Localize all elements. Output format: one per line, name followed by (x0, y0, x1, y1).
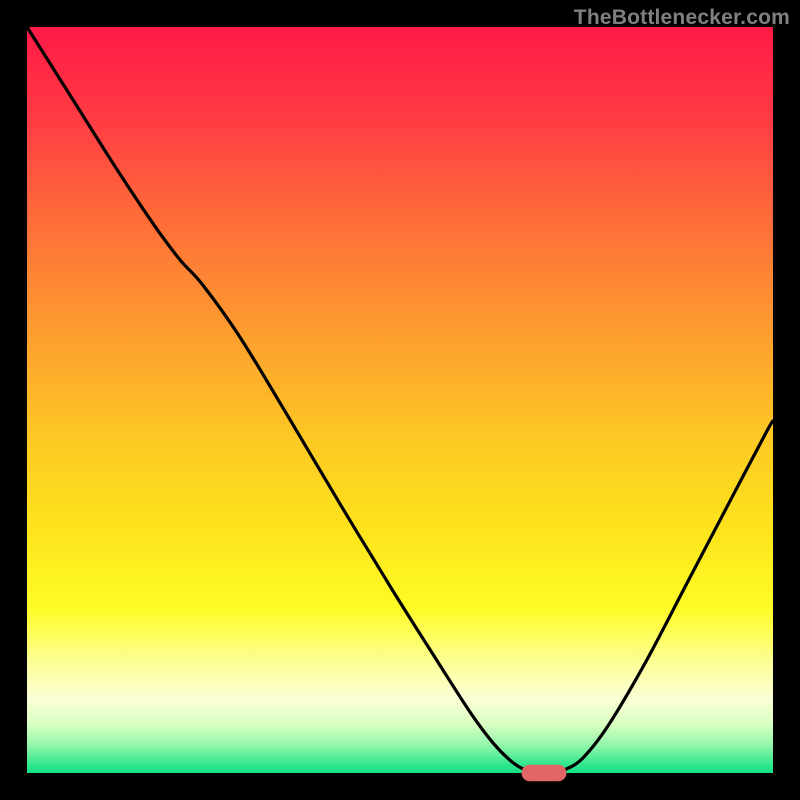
optimal-marker (522, 765, 567, 781)
watermark-text: TheBottlenecker.com (574, 6, 790, 30)
chart-canvas (0, 0, 800, 800)
plot-area (27, 27, 773, 773)
bottleneck-chart: TheBottlenecker.com (0, 0, 800, 800)
